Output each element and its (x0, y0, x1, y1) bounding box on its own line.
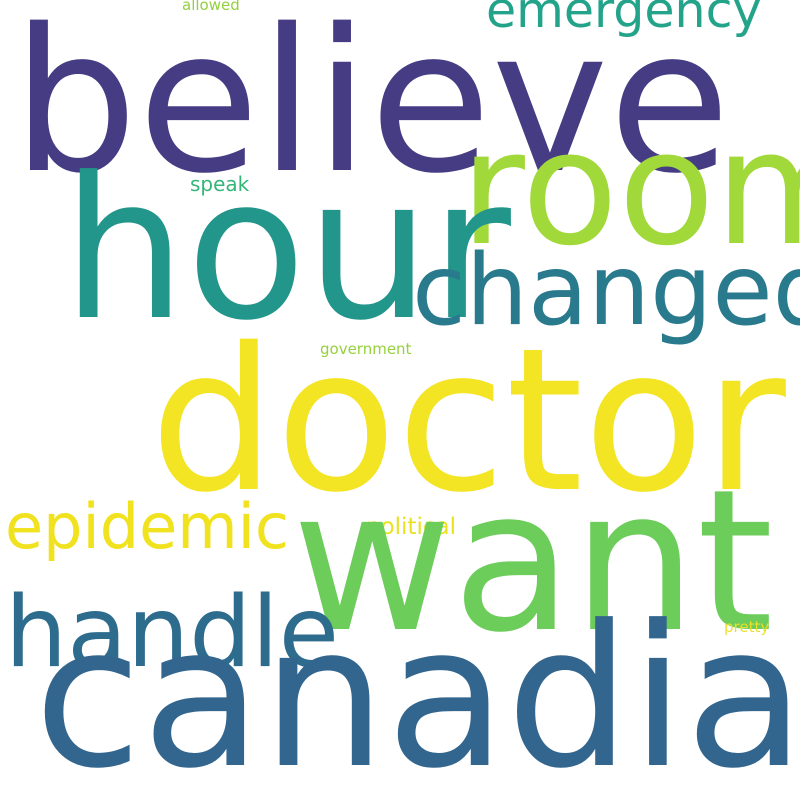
word-believe: believe (12, 0, 731, 217)
word-handle: handle (5, 576, 340, 690)
word-speak: speak (190, 172, 250, 196)
word-allowed: allowed (182, 0, 240, 14)
word-government: government (320, 340, 412, 358)
word-doctor: doctor (150, 305, 786, 536)
word-political: political (366, 514, 456, 540)
word-hour: hour (62, 136, 511, 364)
word-room: room (460, 97, 800, 281)
word-epidemic: epidemic (5, 490, 289, 563)
word-emergency: emergency (486, 0, 762, 39)
word-changed: changed (412, 234, 800, 348)
word-canadian: canadian (34, 584, 800, 800)
word-want: want (292, 448, 774, 676)
word-pretty: pretty (724, 618, 770, 636)
